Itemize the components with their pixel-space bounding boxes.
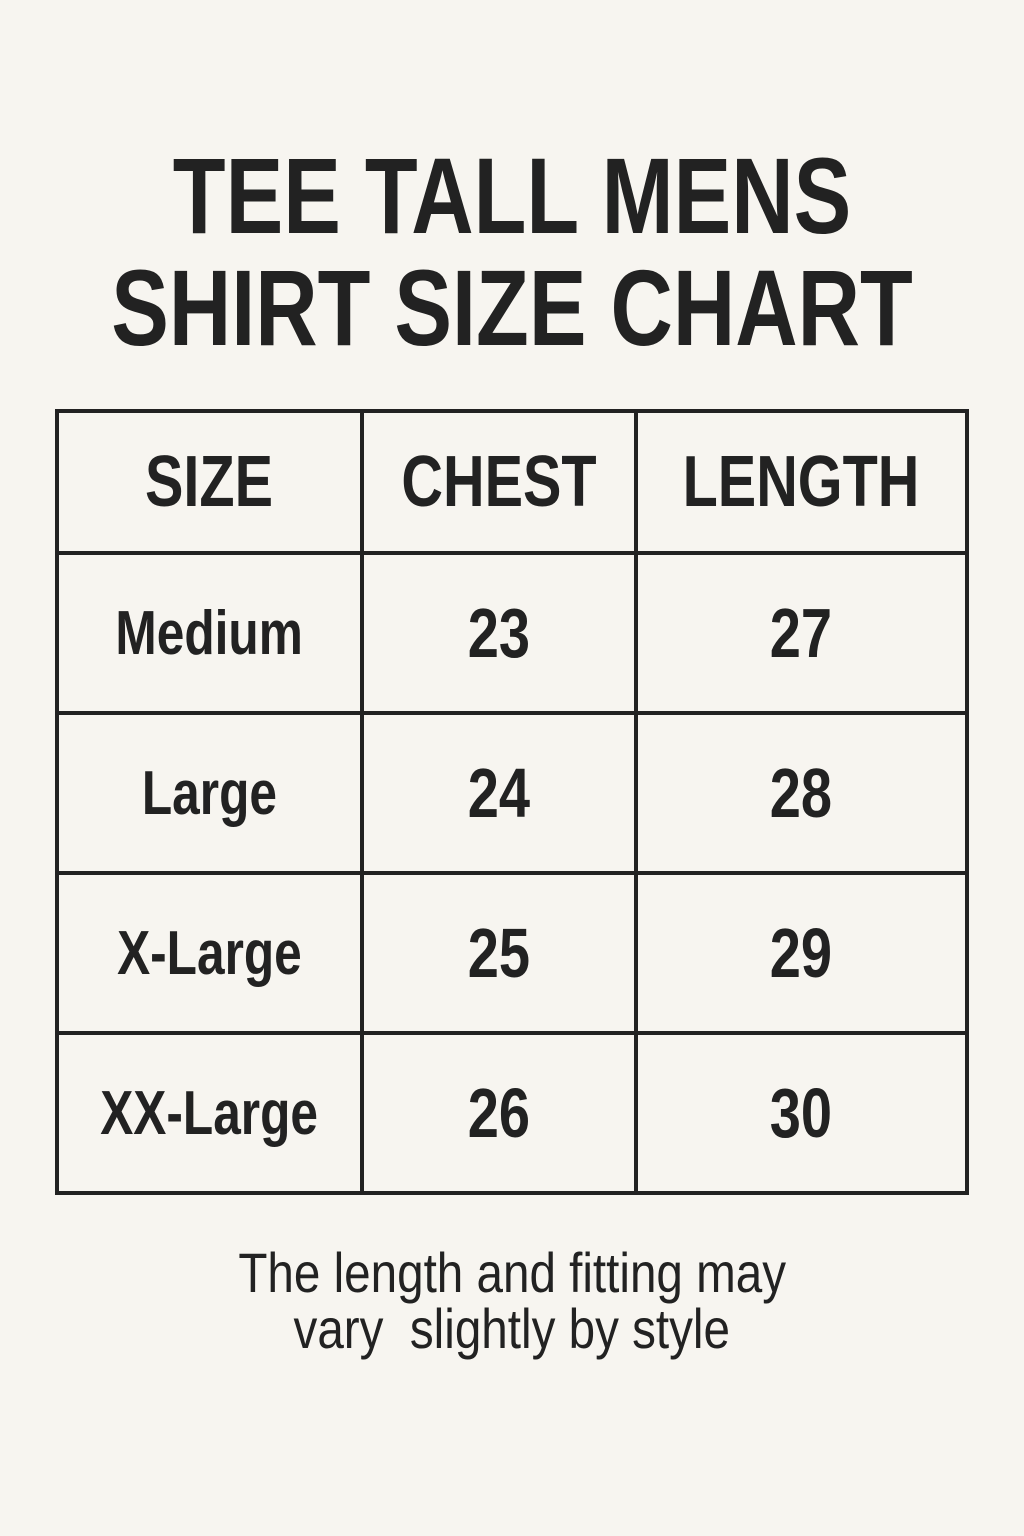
cell-length: 27 [633, 551, 970, 715]
cell-size: Large [55, 711, 364, 875]
cell-length: 28 [633, 711, 970, 875]
cell-chest: 26 [359, 1031, 638, 1195]
table-row: Medium 23 27 [55, 551, 970, 715]
header-size: SIZE [55, 409, 364, 555]
cell-chest: 24 [359, 711, 638, 875]
table-row: X-Large 25 29 [55, 871, 970, 1035]
title-line-1: TEE TALL MENS [172, 135, 852, 256]
cell-chest: 25 [359, 871, 638, 1035]
header-chest: CHEST [359, 409, 638, 555]
page-title: TEE TALL MENS SHIRT SIZE CHART [0, 140, 1024, 364]
footer-note: The length and fitting may vary slightly… [0, 1245, 1024, 1357]
cell-size: XX-Large [55, 1031, 364, 1195]
header-length: LENGTH [633, 409, 970, 555]
cell-length: 29 [633, 871, 970, 1035]
table-row: XX-Large 26 30 [55, 1031, 970, 1195]
cell-chest: 23 [359, 551, 638, 715]
cell-size: X-Large [55, 871, 364, 1035]
size-table: SIZE CHEST LENGTH Medium 23 27 Large 24 28 X-L… [55, 409, 970, 1195]
title-line-2: SHIRT SIZE CHART [111, 247, 913, 368]
cell-length: 30 [633, 1031, 970, 1195]
footer-line-1: The length and fitting may [238, 1241, 786, 1304]
table-header-row: SIZE CHEST LENGTH [55, 409, 970, 555]
table-row: Large 24 28 [55, 711, 970, 875]
cell-size: Medium [55, 551, 364, 715]
footer-line-2: vary slightly by style [293, 1297, 731, 1360]
